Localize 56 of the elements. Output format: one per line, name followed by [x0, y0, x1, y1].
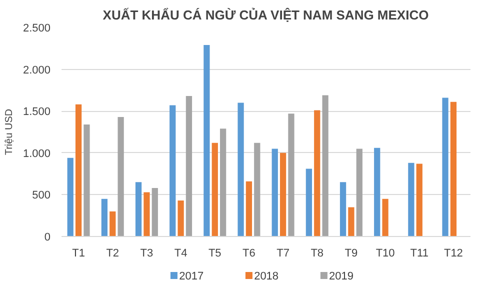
x-tick-label: T9 [344, 248, 358, 260]
bar [204, 45, 210, 236]
bar [442, 98, 448, 236]
bar [84, 124, 90, 236]
x-tick-label: T6 [242, 248, 256, 260]
bar [272, 148, 278, 236]
x-tick-label: T10 [376, 248, 395, 260]
y-axis-title: Triệu USD [4, 108, 15, 156]
y-tick-label: 2.000 [22, 64, 51, 76]
bar [306, 168, 312, 236]
x-tick-label: T4 [174, 248, 188, 260]
legend-label: 2017 [179, 270, 204, 282]
y-tick-label: 1.500 [22, 106, 51, 118]
bar [67, 158, 74, 236]
y-tick-label: 500 [32, 190, 51, 202]
bar [135, 182, 142, 236]
y-tick-label: 2.500 [22, 22, 51, 34]
x-tick-label: T12 [444, 248, 463, 260]
bar [238, 102, 244, 236]
chart-title: XUẤT KHẨU CÁ NGỪ CỦA VIỆT NAM SANG MEXICO [102, 8, 429, 22]
bar [220, 128, 226, 236]
bar [408, 162, 414, 236]
x-tick-label: T3 [140, 248, 154, 260]
x-tick-label: T1 [72, 248, 85, 260]
x-tick-label: T8 [310, 248, 324, 260]
x-tick-label: T11 [410, 248, 428, 260]
legend-label: 2018 [254, 270, 279, 282]
x-tick-label: T2 [106, 248, 120, 260]
bar [110, 211, 116, 236]
y-tick-label: 0 [44, 232, 51, 244]
bar [314, 110, 320, 236]
bar [322, 95, 328, 236]
bar [178, 200, 184, 236]
bar [374, 148, 380, 236]
bar [152, 188, 158, 236]
x-tick-label: T7 [276, 248, 290, 260]
bar [186, 96, 192, 236]
x-tick-label: T5 [208, 248, 222, 260]
bar [101, 198, 108, 236]
y-tick-label: 1.000 [22, 148, 51, 160]
bar [246, 181, 252, 236]
bar [288, 114, 294, 236]
bar [118, 116, 124, 236]
bar [144, 192, 150, 236]
bar [170, 105, 176, 236]
bar [75, 104, 82, 236]
bar [450, 102, 457, 236]
bar [280, 152, 286, 236]
legend-label: 2019 [329, 270, 354, 282]
bar [254, 142, 260, 236]
bar [340, 182, 346, 236]
bar [212, 142, 218, 236]
bar [382, 198, 388, 236]
bar [356, 148, 362, 236]
bar [348, 207, 354, 236]
bar [416, 164, 422, 236]
